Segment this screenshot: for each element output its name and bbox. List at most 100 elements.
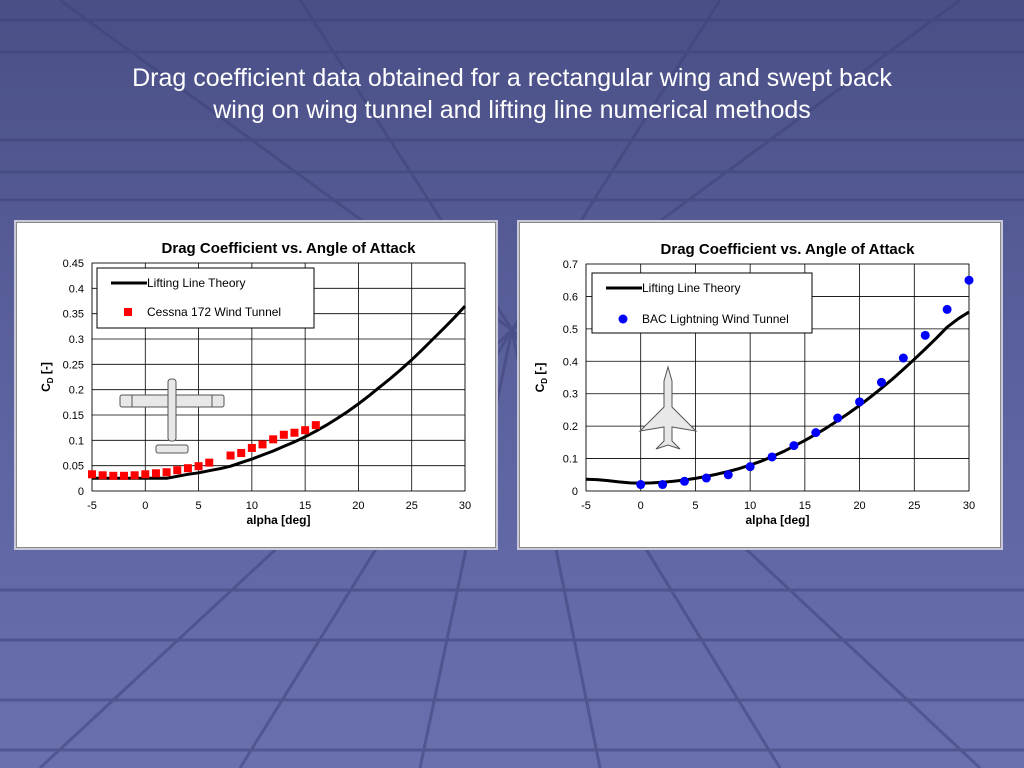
- x-tick-label: 25: [908, 500, 920, 512]
- wind-tunnel-point: [964, 275, 974, 285]
- x-tick-label: 0: [638, 500, 644, 512]
- y-tick-label: 0.05: [63, 461, 84, 473]
- x-tick-label: 20: [352, 500, 364, 512]
- legend-label-wind-tunnel: Cessna 172 Wind Tunnel: [147, 305, 281, 319]
- y-tick-label: 0.7: [563, 259, 578, 271]
- wind-tunnel-point: [141, 470, 150, 479]
- bac-lightning-drag-chart-svg: 00.10.20.30.40.50.60.7-5 0 5 10 15 20 25 30Drag…: [533, 241, 975, 527]
- cessna-drag-chart: 0 0.05 0.1 0.15 0.2 0.25 0.3 0.35 0.4 0.45 -5 0 5 10 1…: [16, 222, 496, 548]
- chart-title: Drag Coefficient vs. Angle of Attack: [661, 241, 916, 258]
- wind-tunnel-point: [247, 443, 256, 452]
- wind-tunnel-point: [279, 430, 288, 439]
- x-tick-label: 15: [299, 500, 311, 512]
- x-tick-label: 15: [799, 500, 811, 512]
- slide-title-line-1: Drag coefficient data obtained for a rec…: [132, 64, 892, 92]
- x-tick-label: 20: [853, 500, 865, 512]
- wind-tunnel-point: [636, 480, 646, 490]
- wind-tunnel-point: [942, 304, 952, 314]
- legend-box: [591, 272, 813, 334]
- y-tick-label: 0.6: [563, 291, 578, 303]
- cessna-aircraft-icon: [119, 378, 225, 454]
- wind-tunnel-point: [745, 462, 755, 472]
- x-tick-label: 0: [142, 500, 148, 512]
- x-tick-label: -5: [87, 500, 97, 512]
- wind-tunnel-point: [226, 451, 235, 460]
- chart-legend: Lifting Line Theory Cessna 172 Wind Tunne…: [96, 267, 315, 329]
- wind-tunnel-point: [811, 428, 821, 438]
- legend-marker-swatch: [124, 308, 132, 316]
- cessna-tail-shape: [155, 444, 189, 454]
- wind-tunnel-point: [269, 435, 278, 444]
- x-axis-label: alpha [deg]: [246, 513, 310, 527]
- bac-lightning-outline: [638, 365, 698, 450]
- wind-tunnel-point: [194, 462, 203, 471]
- y-axis-label: CD [-]: [533, 363, 549, 393]
- y-tick-label: 0.3: [69, 334, 84, 346]
- wind-tunnel-point: [98, 471, 107, 480]
- wind-tunnel-point: [920, 330, 930, 340]
- y-axis-label: CD [-]: [39, 362, 55, 392]
- x-tick-label: 5: [196, 500, 202, 512]
- y-tick-label: 0.35: [63, 309, 84, 321]
- y-tick-label: 0.5: [563, 324, 578, 336]
- wind-tunnel-point: [162, 468, 171, 477]
- wind-tunnel-point: [109, 471, 118, 480]
- wind-tunnel-point: [855, 397, 865, 407]
- wind-tunnel-point: [301, 426, 310, 435]
- wind-tunnel-point: [290, 428, 299, 437]
- wind-tunnel-point: [151, 469, 160, 478]
- y-tick-label: 0: [572, 486, 578, 498]
- wind-tunnel-point: [130, 471, 139, 480]
- x-tick-label: -5: [581, 500, 591, 512]
- wind-tunnel-point: [119, 471, 128, 480]
- x-axis-label: alpha [deg]: [745, 513, 809, 527]
- wind-tunnel-point: [258, 440, 267, 449]
- cessna-drag-chart-svg: 00.050.10.150.20.250.30.350.40.45-5 0 5 10 1…: [39, 240, 471, 527]
- x-tick-label: 10: [744, 500, 756, 512]
- wind-tunnel-point: [183, 464, 192, 473]
- wind-tunnel-point: [311, 421, 320, 430]
- wind-tunnel-point: [723, 470, 733, 480]
- y-tick-label: 0.4: [563, 356, 578, 368]
- wind-tunnel-point: [237, 449, 246, 457]
- wind-tunnel-point: [88, 470, 96, 479]
- y-tick-label: 0.2: [563, 421, 578, 433]
- y-tick-label: 0.1: [563, 454, 578, 466]
- y-tick-label: 0.4: [69, 283, 84, 295]
- cessna-fuselage-shape: [167, 378, 177, 442]
- x-tick-label: 25: [406, 500, 418, 512]
- wind-tunnel-point: [679, 476, 689, 486]
- legend-label-lifting-line: Lifting Line Theory: [147, 276, 246, 290]
- legend-label-wind-tunnel: BAC Lightning Wind Tunnel: [642, 312, 789, 326]
- wind-tunnel-point: [833, 413, 843, 423]
- y-tick-label: 0.25: [63, 359, 84, 371]
- chart-title: Drag Coefficient vs. Angle of Attack: [162, 240, 417, 257]
- lifting-line-theory-line: [585, 310, 970, 485]
- y-tick-label: 0.45: [63, 258, 84, 270]
- wind-tunnel-point: [898, 353, 908, 363]
- x-tick-label: 5: [692, 500, 698, 512]
- y-tick-label: 0.2: [69, 385, 84, 397]
- wind-tunnel-point: [173, 466, 182, 475]
- y-tick-label: 0.1: [69, 435, 84, 447]
- wind-tunnel-point: [767, 452, 777, 462]
- legend-box: [96, 267, 315, 329]
- wind-tunnel-point: [658, 480, 668, 490]
- slide-title: Drag coefficient data obtained for a rec…: [40, 62, 984, 126]
- bac-lightning-aircraft-icon: [638, 365, 698, 450]
- x-tick-label: 30: [459, 500, 471, 512]
- wind-tunnel-point: [205, 458, 214, 467]
- legend-label-lifting-line: Lifting Line Theory: [642, 281, 741, 295]
- legend-marker-swatch: [618, 314, 628, 324]
- y-tick-label: 0.3: [563, 389, 578, 401]
- y-tick-label: 0.15: [63, 410, 84, 422]
- x-tick-label: 30: [963, 500, 975, 512]
- wind-tunnel-point: [876, 377, 886, 387]
- wind-tunnel-point: [701, 473, 711, 483]
- wind-tunnel-point: [789, 441, 799, 451]
- bac-lightning-drag-chart: 0 0.1 0.2 0.3 0.4 0.5 0.6 0.7 -5 0 5 10 15 20 25 30 Drag…: [519, 222, 1001, 548]
- x-tick-label: 10: [246, 500, 258, 512]
- y-tick-label: 0: [78, 486, 84, 498]
- lifting-line-theory-line: [92, 305, 467, 480]
- slide-title-line-2: wing on wing tunnel and lifting line num…: [213, 96, 811, 124]
